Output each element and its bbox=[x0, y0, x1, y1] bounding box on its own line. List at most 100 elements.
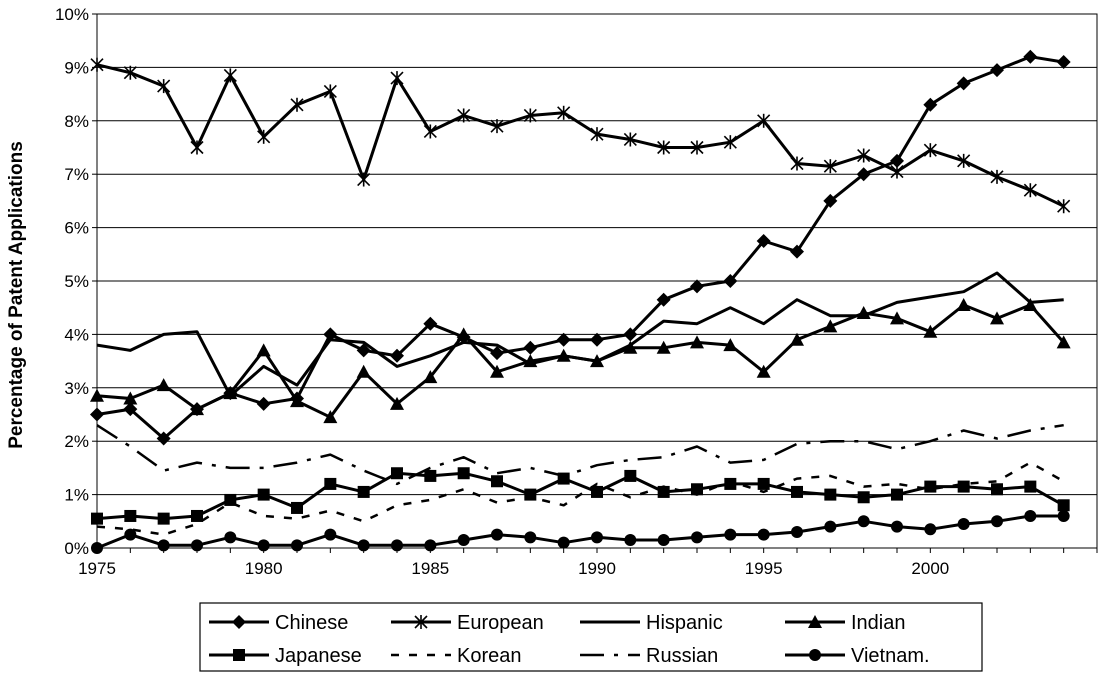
point-european bbox=[90, 57, 104, 72]
point-vietnam bbox=[257, 539, 270, 552]
point-vietnam bbox=[324, 528, 337, 541]
legend-label-russian: Russian bbox=[646, 645, 718, 667]
point-japanese bbox=[91, 512, 103, 525]
x-tick-label: 1980 bbox=[245, 559, 283, 578]
x-tick-label: 1975 bbox=[78, 559, 116, 578]
point-chinese bbox=[1023, 49, 1038, 64]
point-vietnam bbox=[357, 539, 370, 552]
point-vietnam bbox=[224, 531, 237, 544]
point-chinese bbox=[323, 327, 338, 342]
point-european bbox=[190, 140, 204, 155]
point-european bbox=[757, 113, 771, 128]
point-chinese bbox=[890, 153, 904, 168]
point-vietnam bbox=[557, 536, 570, 549]
point-european bbox=[790, 156, 804, 171]
point-european bbox=[523, 108, 537, 123]
y-tick-label: 3% bbox=[64, 379, 89, 398]
series-indian bbox=[90, 298, 1071, 424]
legend-label-hispanic: Hispanic bbox=[646, 612, 723, 634]
y-tick-label: 4% bbox=[64, 325, 89, 344]
point-indian bbox=[290, 394, 304, 408]
y-tick-label: 8% bbox=[64, 112, 89, 131]
series-korean bbox=[96, 461, 1065, 536]
point-indian bbox=[890, 311, 904, 325]
point-indian bbox=[190, 402, 204, 416]
point-japanese bbox=[624, 469, 637, 482]
y-tick-label: 2% bbox=[64, 432, 89, 451]
y-tick-label: 9% bbox=[64, 58, 89, 77]
point-european bbox=[657, 140, 671, 155]
point-chinese bbox=[790, 244, 804, 259]
point-indian bbox=[690, 335, 704, 349]
point-indian bbox=[523, 354, 538, 368]
point-vietnam bbox=[291, 539, 303, 552]
series-group bbox=[90, 49, 1071, 554]
point-japanese bbox=[124, 509, 137, 522]
point-indian bbox=[990, 311, 1004, 325]
x-tick-label: 2000 bbox=[911, 559, 949, 578]
legend-marker-indian bbox=[808, 615, 822, 628]
point-vietnam bbox=[157, 539, 170, 552]
point-japanese bbox=[757, 477, 770, 490]
point-chinese bbox=[490, 346, 504, 361]
point-european bbox=[390, 71, 404, 86]
point-vietnam bbox=[691, 531, 703, 544]
point-japanese bbox=[291, 501, 303, 514]
point-indian bbox=[656, 340, 671, 354]
point-chinese bbox=[523, 340, 538, 355]
point-japanese bbox=[957, 480, 970, 493]
point-chinese bbox=[390, 348, 404, 363]
point-japanese bbox=[424, 469, 437, 482]
line-vietnam bbox=[96, 514, 1064, 550]
point-chinese bbox=[156, 431, 171, 446]
legend-label-chinese: Chinese bbox=[275, 612, 348, 634]
point-chinese bbox=[956, 76, 971, 91]
point-japanese bbox=[691, 483, 703, 496]
point-japanese bbox=[1057, 499, 1070, 512]
series-japanese bbox=[91, 467, 1070, 525]
y-tick-label: 7% bbox=[64, 165, 89, 184]
point-vietnam bbox=[591, 531, 603, 544]
legend-label-european: European bbox=[457, 612, 544, 634]
point-chinese bbox=[356, 343, 371, 358]
legend-marker-japanese bbox=[233, 649, 245, 661]
point-vietnam bbox=[657, 533, 670, 546]
x-tick-labels: 1975 1980 1985 1990 1995 2000 bbox=[78, 559, 949, 578]
point-vietnam bbox=[191, 539, 203, 552]
legend-label-indian: Indian bbox=[851, 612, 906, 634]
line-korean bbox=[96, 461, 1065, 536]
legend-label-vietnam: Vietnam. bbox=[851, 645, 930, 667]
legend-item-japanese: Japanese bbox=[209, 645, 362, 667]
point-japanese bbox=[657, 485, 670, 498]
y-tick-label: 6% bbox=[64, 219, 89, 238]
point-chinese bbox=[256, 396, 271, 411]
point-indian bbox=[323, 410, 338, 424]
point-european bbox=[890, 164, 904, 179]
point-vietnam bbox=[391, 539, 403, 552]
point-chinese bbox=[590, 332, 604, 347]
point-japanese bbox=[1024, 480, 1037, 493]
point-vietnam bbox=[91, 542, 103, 554]
legend-item-russian: Russian bbox=[580, 645, 718, 667]
point-indian bbox=[1056, 335, 1071, 349]
series-russian bbox=[96, 423, 1064, 486]
point-vietnam bbox=[1057, 509, 1070, 522]
point-european bbox=[823, 159, 837, 174]
point-chinese bbox=[723, 274, 738, 288]
point-indian bbox=[390, 396, 404, 410]
point-japanese bbox=[724, 477, 737, 490]
legend-label-japanese: Japanese bbox=[275, 645, 362, 667]
legend-box bbox=[199, 602, 983, 672]
point-chinese bbox=[856, 167, 871, 182]
point-chinese bbox=[656, 292, 671, 307]
legend-item-indian: Indian bbox=[785, 612, 906, 634]
point-european bbox=[557, 105, 571, 120]
point-indian bbox=[590, 354, 604, 368]
point-indian bbox=[856, 306, 871, 320]
point-vietnam bbox=[424, 539, 437, 552]
point-european bbox=[257, 129, 271, 144]
point-indian bbox=[356, 364, 371, 378]
point-european bbox=[423, 124, 437, 139]
point-japanese bbox=[157, 512, 170, 525]
point-european bbox=[623, 132, 637, 147]
